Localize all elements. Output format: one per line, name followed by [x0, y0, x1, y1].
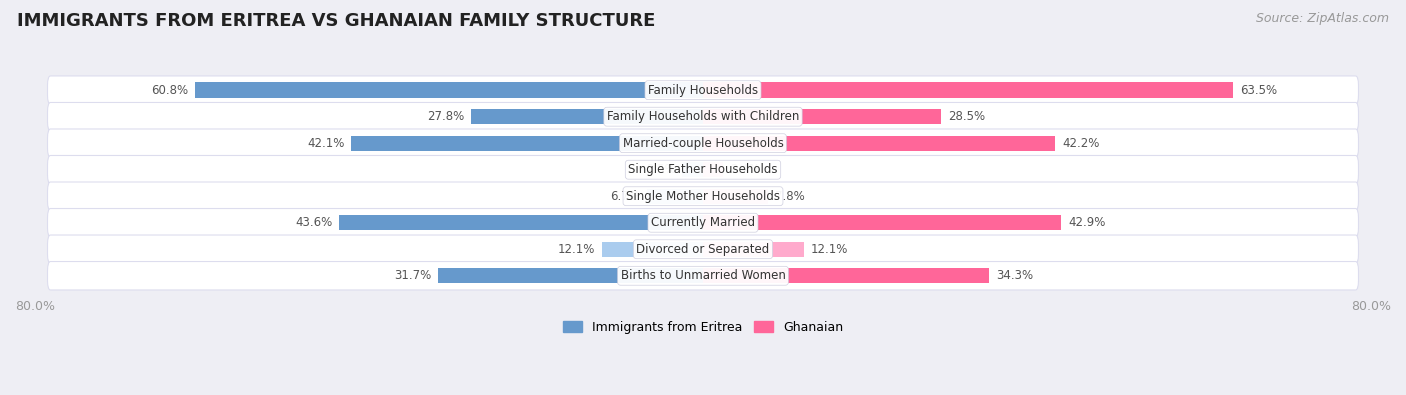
Text: 12.1%: 12.1%	[811, 243, 848, 256]
Bar	[195, 83, 703, 98]
FancyBboxPatch shape	[48, 156, 1358, 184]
Text: 42.9%: 42.9%	[1069, 216, 1105, 229]
Text: 2.5%: 2.5%	[645, 163, 675, 176]
Legend: Immigrants from Eritrea, Ghanaian: Immigrants from Eritrea, Ghanaian	[558, 316, 848, 339]
Text: 12.1%: 12.1%	[558, 243, 595, 256]
Bar	[471, 109, 703, 124]
Bar	[703, 83, 1233, 98]
Text: Births to Unmarried Women: Births to Unmarried Women	[620, 269, 786, 282]
Bar	[682, 162, 703, 177]
FancyBboxPatch shape	[48, 261, 1358, 290]
Text: IMMIGRANTS FROM ERITREA VS GHANAIAN FAMILY STRUCTURE: IMMIGRANTS FROM ERITREA VS GHANAIAN FAMI…	[17, 12, 655, 30]
Text: Single Father Households: Single Father Households	[628, 163, 778, 176]
FancyBboxPatch shape	[48, 76, 1358, 104]
Text: 27.8%: 27.8%	[427, 110, 464, 123]
Text: 7.8%: 7.8%	[775, 190, 804, 203]
Bar	[703, 215, 1062, 230]
Text: 34.3%: 34.3%	[995, 269, 1033, 282]
FancyBboxPatch shape	[48, 209, 1358, 237]
Text: 42.1%: 42.1%	[308, 137, 344, 150]
Text: 28.5%: 28.5%	[948, 110, 984, 123]
Text: Source: ZipAtlas.com: Source: ZipAtlas.com	[1256, 12, 1389, 25]
Text: 43.6%: 43.6%	[295, 216, 332, 229]
Bar	[339, 215, 703, 230]
Text: 2.4%: 2.4%	[730, 163, 759, 176]
Bar	[703, 135, 1056, 151]
Bar	[602, 242, 703, 257]
Bar	[703, 109, 941, 124]
Text: Family Households: Family Households	[648, 84, 758, 97]
Text: 31.7%: 31.7%	[394, 269, 432, 282]
Bar	[703, 188, 768, 204]
Text: 60.8%: 60.8%	[152, 84, 188, 97]
Bar	[703, 162, 723, 177]
Text: Family Households with Children: Family Households with Children	[607, 110, 799, 123]
Text: 42.2%: 42.2%	[1062, 137, 1099, 150]
FancyBboxPatch shape	[48, 102, 1358, 131]
Text: Currently Married: Currently Married	[651, 216, 755, 229]
FancyBboxPatch shape	[48, 129, 1358, 158]
Bar	[647, 188, 703, 204]
Bar	[439, 268, 703, 284]
Bar	[703, 268, 990, 284]
Text: Divorced or Separated: Divorced or Separated	[637, 243, 769, 256]
Bar	[352, 135, 703, 151]
Text: 6.7%: 6.7%	[610, 190, 640, 203]
FancyBboxPatch shape	[48, 235, 1358, 263]
Bar	[703, 242, 804, 257]
Text: Single Mother Households: Single Mother Households	[626, 190, 780, 203]
FancyBboxPatch shape	[48, 182, 1358, 211]
Text: Married-couple Households: Married-couple Households	[623, 137, 783, 150]
Text: 63.5%: 63.5%	[1240, 84, 1277, 97]
